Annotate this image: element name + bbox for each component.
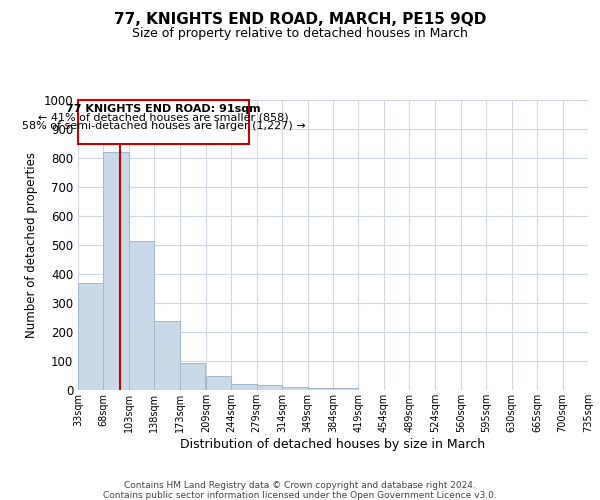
- Text: Contains HM Land Registry data © Crown copyright and database right 2024.: Contains HM Land Registry data © Crown c…: [124, 481, 476, 490]
- Text: Contains public sector information licensed under the Open Government Licence v3: Contains public sector information licen…: [103, 491, 497, 500]
- Bar: [78, 282, 103, 390]
- X-axis label: Distribution of detached houses by size in March: Distribution of detached houses by size …: [181, 438, 485, 450]
- Bar: [282, 386, 308, 390]
- Y-axis label: Number of detached properties: Number of detached properties: [25, 152, 38, 338]
- Text: 58% of semi-detached houses are larger (1,227) →: 58% of semi-detached houses are larger (…: [22, 121, 305, 131]
- FancyBboxPatch shape: [78, 100, 249, 144]
- Bar: [308, 388, 333, 390]
- Bar: [206, 376, 231, 390]
- Bar: [231, 384, 257, 390]
- Bar: [154, 321, 180, 390]
- Bar: [103, 152, 129, 390]
- Text: ← 41% of detached houses are smaller (858): ← 41% of detached houses are smaller (85…: [38, 112, 289, 122]
- Bar: [257, 385, 282, 390]
- Text: Size of property relative to detached houses in March: Size of property relative to detached ho…: [132, 28, 468, 40]
- Text: 77, KNIGHTS END ROAD, MARCH, PE15 9QD: 77, KNIGHTS END ROAD, MARCH, PE15 9QD: [114, 12, 486, 28]
- Bar: [180, 364, 205, 390]
- Text: 77 KNIGHTS END ROAD: 91sqm: 77 KNIGHTS END ROAD: 91sqm: [66, 104, 260, 114]
- Bar: [129, 240, 154, 390]
- Bar: [333, 388, 358, 390]
